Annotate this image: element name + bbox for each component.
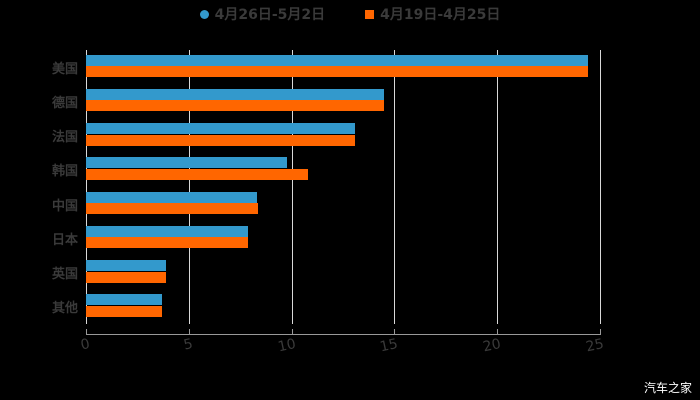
bar-current-week[interactable] xyxy=(86,54,588,66)
x-axis xyxy=(86,334,600,335)
bar-current-week[interactable] xyxy=(86,157,288,169)
gridline xyxy=(291,50,293,324)
x-tick-label: 20 xyxy=(481,336,503,356)
bar-previous-week[interactable] xyxy=(86,100,385,112)
y-category-label: 德国 xyxy=(51,95,78,111)
x-tick-label: 0 xyxy=(79,336,92,354)
x-tick-label: 25 xyxy=(584,336,606,356)
gridline xyxy=(86,50,87,324)
bar-current-week[interactable] xyxy=(86,123,356,135)
bar-previous-week[interactable] xyxy=(86,203,258,215)
legend-item-week-0419[interactable]: 4月19日-4月25日 xyxy=(365,4,500,24)
x-tick-label: 15 xyxy=(378,336,400,356)
y-category-label: 其他 xyxy=(51,301,78,317)
bar-current-week[interactable] xyxy=(86,260,167,272)
x-tick xyxy=(394,329,396,335)
gridline xyxy=(497,50,499,324)
y-category-label: 英国 xyxy=(51,267,78,283)
gridline xyxy=(188,50,190,324)
bar-previous-week[interactable] xyxy=(86,134,356,146)
x-tick-label: 10 xyxy=(276,336,297,356)
bar-previous-week[interactable] xyxy=(86,237,249,249)
x-tick xyxy=(291,329,293,335)
x-tick xyxy=(86,329,87,335)
y-category-label: 法国 xyxy=(51,130,78,146)
gridline xyxy=(394,50,396,324)
bar-previous-week[interactable] xyxy=(86,168,309,180)
plot-area xyxy=(86,50,601,324)
x-tick-label: 5 xyxy=(182,336,195,354)
bar-previous-week[interactable] xyxy=(86,271,167,283)
y-category-label: 日本 xyxy=(51,232,78,248)
bar-previous-week[interactable] xyxy=(86,66,588,78)
y-category-label: 美国 xyxy=(51,61,78,77)
legend-item-week-0426[interactable]: 4月26日-5月2日 xyxy=(199,4,326,24)
x-tick xyxy=(600,329,601,335)
bar-current-week[interactable] xyxy=(86,225,249,237)
legend-blue-dot-icon xyxy=(199,9,209,19)
gridline xyxy=(600,50,601,324)
legend: 4月26日-5月2日 4月19日-4月25日 xyxy=(0,4,700,24)
bar-current-week[interactable] xyxy=(86,88,385,100)
bar-current-week[interactable] xyxy=(86,294,163,306)
legend-label: 4月26日-5月2日 xyxy=(214,7,326,23)
bar-previous-week[interactable] xyxy=(86,305,163,317)
y-category-label: 韩国 xyxy=(51,164,78,180)
x-tick xyxy=(188,329,190,335)
bar-current-week[interactable] xyxy=(86,191,257,203)
watermark: 汽车之家 xyxy=(643,381,692,395)
x-tick xyxy=(497,329,499,335)
legend-label: 4月19日-4月25日 xyxy=(380,7,501,23)
y-category-label: 中国 xyxy=(51,198,78,214)
legend-orange-square-icon xyxy=(365,9,375,19)
